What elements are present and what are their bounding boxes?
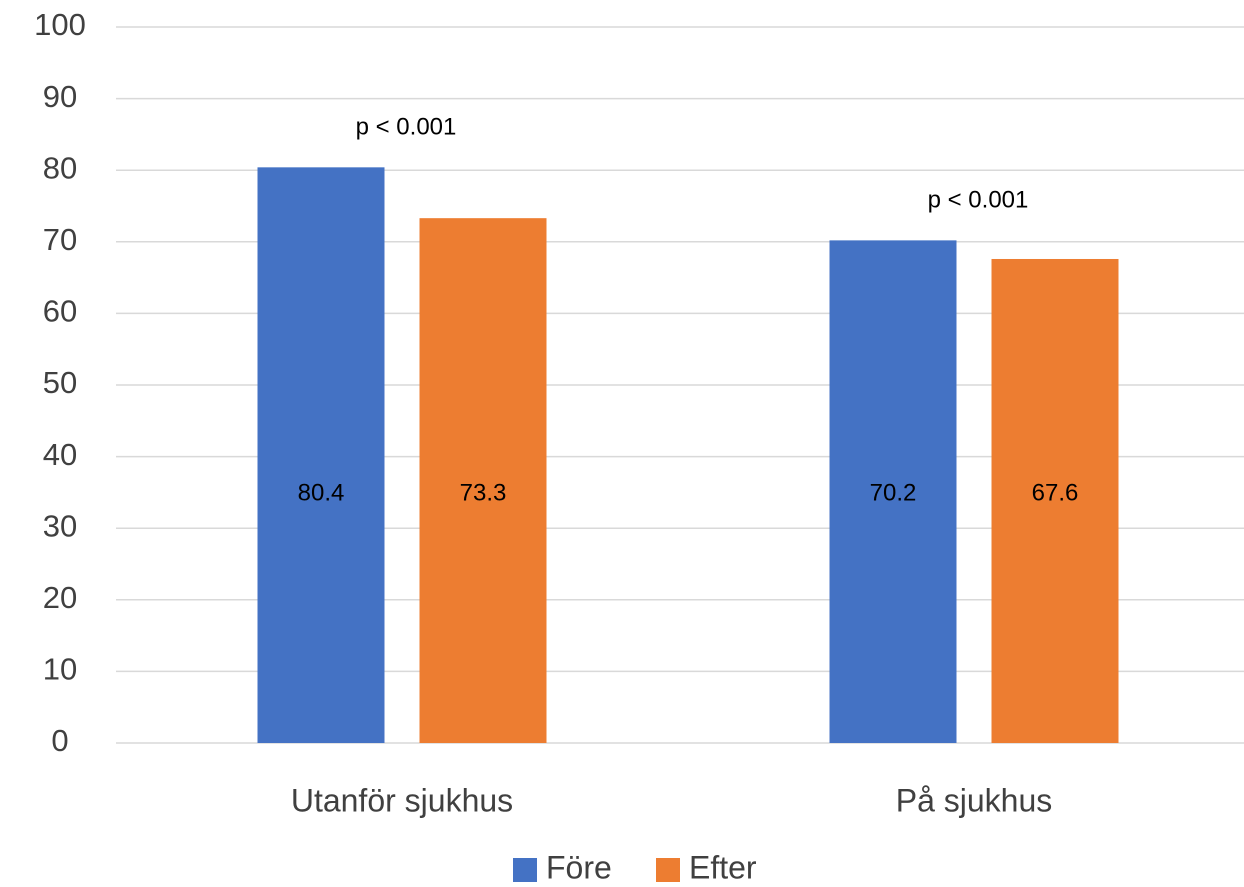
y-tick-label: 50 <box>43 365 77 400</box>
legend-swatch <box>656 858 680 882</box>
x-tick-label: Utanför sjukhus <box>291 782 513 818</box>
value-label: 80.4 <box>298 479 345 506</box>
annotation: p < 0.001 <box>928 187 1029 214</box>
y-tick-label: 0 <box>51 723 68 758</box>
y-tick-label: 70 <box>43 222 77 257</box>
bar <box>829 240 957 744</box>
bar <box>257 167 385 743</box>
bar <box>419 218 547 743</box>
y-tick-label: 80 <box>43 150 77 185</box>
value-label: 70.2 <box>870 479 917 506</box>
legend-label: Efter <box>689 849 757 885</box>
y-tick-label: 20 <box>43 580 77 615</box>
y-tick-label: 10 <box>43 652 77 687</box>
y-tick-label: 30 <box>43 508 77 543</box>
annotation: p < 0.001 <box>356 114 457 141</box>
y-tick-label: 90 <box>43 79 77 114</box>
value-label: 67.6 <box>1032 479 1079 506</box>
bar <box>991 258 1119 743</box>
legend-label: Före <box>546 849 612 885</box>
x-tick-label: På sjukhus <box>896 782 1053 818</box>
value-label: 73.3 <box>460 479 507 506</box>
y-tick-label: 60 <box>43 294 77 329</box>
legend-swatch <box>513 858 537 882</box>
y-tick-label: 100 <box>34 7 86 42</box>
y-tick-label: 40 <box>43 437 77 472</box>
